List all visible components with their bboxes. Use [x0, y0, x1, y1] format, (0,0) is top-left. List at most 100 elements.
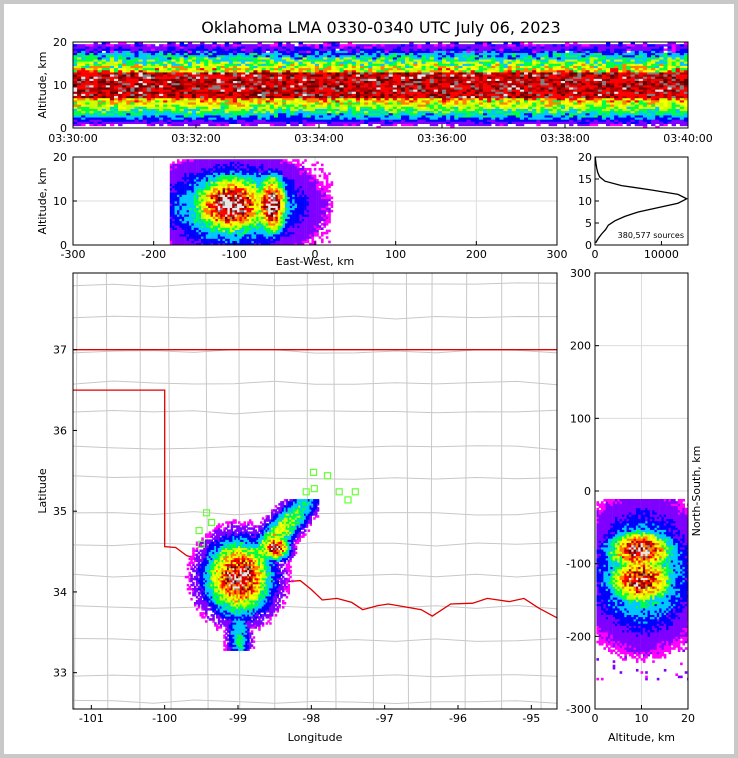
density-cell: [167, 97, 172, 101]
density-cell: [409, 59, 414, 62]
density-cell: [368, 54, 373, 58]
density-cell: [208, 85, 213, 88]
density-cell: [187, 108, 193, 112]
density-cell: [388, 63, 394, 66]
density-cell: [196, 119, 201, 122]
density-cell: [97, 52, 102, 56]
density-cell: [524, 48, 529, 51]
density-cell: [101, 95, 107, 99]
density-cell: [265, 48, 271, 51]
density-cell: [442, 102, 447, 105]
density-cell: [597, 85, 603, 88]
density-cell: [93, 72, 98, 75]
density-cell: [593, 119, 599, 122]
density-cell: [425, 91, 430, 94]
density-cell: [499, 80, 504, 84]
density-cell: [220, 123, 225, 127]
density-cell: [606, 50, 611, 54]
density-cell: [212, 123, 217, 127]
density-cell: [384, 119, 389, 122]
density-cell: [212, 63, 217, 66]
density-cell: [179, 67, 184, 71]
density-cell: [392, 63, 398, 66]
density-cell: [601, 110, 607, 114]
density-cell: [364, 72, 369, 75]
density-cell: [360, 67, 365, 71]
density-cell: [437, 87, 443, 90]
density-cell: [93, 82, 98, 86]
density-cell: [499, 69, 504, 73]
density-cell: [126, 78, 131, 81]
density-cell: [606, 85, 611, 88]
density-cell: [401, 78, 406, 81]
density-cell: [101, 115, 107, 118]
density-cell: [360, 110, 365, 114]
density-cell: [73, 102, 78, 105]
density-cell: [597, 67, 603, 71]
density-cell: [269, 85, 275, 88]
density-cell: [372, 104, 377, 107]
density-cell: [437, 91, 443, 94]
density-cell: [552, 100, 558, 103]
density-cell: [380, 102, 385, 105]
density-cell: [593, 117, 599, 120]
density-cell: [187, 121, 193, 124]
density-cell: [228, 87, 234, 90]
density-cell: [179, 57, 184, 60]
density-cell: [355, 74, 361, 77]
density-cell: [503, 48, 508, 51]
density-cell: [560, 44, 566, 47]
density-cell: [593, 50, 599, 54]
density-cell: [109, 80, 115, 84]
density-cell: [339, 46, 344, 49]
density-cell: [380, 48, 385, 51]
density-cell: [204, 48, 209, 51]
density-cell: [392, 100, 398, 103]
density-cell: [372, 54, 377, 58]
density-cell: [298, 102, 303, 105]
density-cell: [396, 63, 402, 66]
density-cell: [191, 97, 197, 101]
density-cell: [573, 61, 578, 64]
density-cell: [483, 91, 488, 94]
density-cell: [364, 61, 369, 64]
density-cell: [167, 100, 172, 103]
density-cell: [548, 61, 553, 64]
density-cell: [134, 121, 139, 124]
density-cell: [278, 76, 283, 79]
density-cell: [519, 110, 525, 114]
density-cell: [519, 104, 525, 107]
density-cell: [310, 65, 316, 69]
density-cell: [524, 102, 529, 105]
density-cell: [540, 112, 545, 116]
density-cell: [73, 112, 78, 116]
density-cell: [478, 104, 484, 107]
density-cell: [368, 74, 373, 77]
density-cell: [466, 44, 471, 47]
density-cell: [560, 85, 566, 88]
density-cell: [355, 57, 361, 60]
density-cell: [409, 67, 414, 71]
density-cell: [470, 65, 476, 69]
density-cell: [343, 106, 348, 109]
density-cell: [175, 115, 180, 118]
density-cell: [237, 74, 242, 77]
density-cell: [261, 119, 266, 122]
density-cell: [245, 74, 250, 77]
density-cell: [519, 42, 525, 45]
density-cell: [577, 93, 582, 97]
density-cell: [376, 74, 381, 77]
density-cell: [495, 63, 500, 66]
density-cell: [228, 76, 234, 79]
density-cell: [569, 123, 574, 127]
density-cell: [507, 57, 512, 60]
density-cell: [77, 57, 82, 60]
density-cell: [273, 112, 279, 116]
density-cell: [425, 69, 430, 73]
density-cell: [97, 123, 102, 127]
density-cell: [216, 80, 221, 84]
density-cell: [163, 72, 168, 75]
density-cell: [273, 93, 279, 97]
density-cell: [167, 57, 172, 60]
density-cell: [429, 44, 435, 47]
